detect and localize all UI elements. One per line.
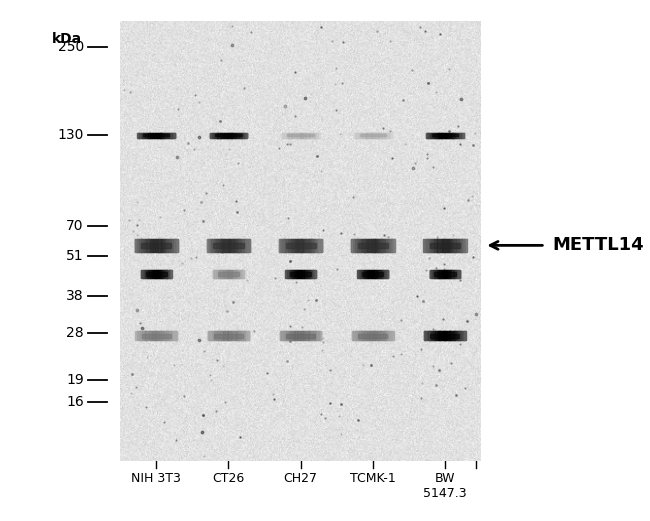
- Bar: [362, 272, 383, 276]
- Bar: [146, 272, 167, 276]
- Text: 51: 51: [66, 250, 84, 264]
- Text: 28: 28: [66, 327, 84, 340]
- Bar: [214, 333, 243, 338]
- Text: 16: 16: [66, 394, 84, 408]
- Bar: [285, 243, 316, 248]
- Bar: [142, 333, 171, 338]
- Bar: [358, 243, 388, 248]
- Text: 19: 19: [66, 373, 84, 387]
- Bar: [141, 243, 172, 248]
- Bar: [287, 134, 314, 137]
- Text: 70: 70: [66, 218, 84, 232]
- Bar: [434, 272, 456, 276]
- Bar: [290, 272, 311, 276]
- Text: 130: 130: [57, 128, 84, 142]
- Bar: [143, 134, 170, 137]
- Text: METTL14: METTL14: [552, 237, 644, 254]
- Bar: [215, 134, 242, 137]
- Bar: [430, 243, 460, 248]
- Text: 38: 38: [66, 289, 84, 303]
- Bar: [430, 333, 460, 338]
- Text: BW
5147.3: BW 5147.3: [423, 472, 467, 500]
- Text: kDa: kDa: [52, 32, 82, 46]
- Bar: [286, 333, 315, 338]
- Text: TCMK-1: TCMK-1: [350, 472, 396, 485]
- Bar: [432, 134, 458, 137]
- Bar: [218, 272, 239, 276]
- Bar: [358, 333, 387, 338]
- Bar: [359, 134, 386, 137]
- Text: CT26: CT26: [213, 472, 244, 485]
- Text: NIH 3T3: NIH 3T3: [131, 472, 181, 485]
- Bar: [213, 243, 244, 248]
- Text: 250: 250: [58, 40, 84, 54]
- Text: CH27: CH27: [283, 472, 318, 485]
